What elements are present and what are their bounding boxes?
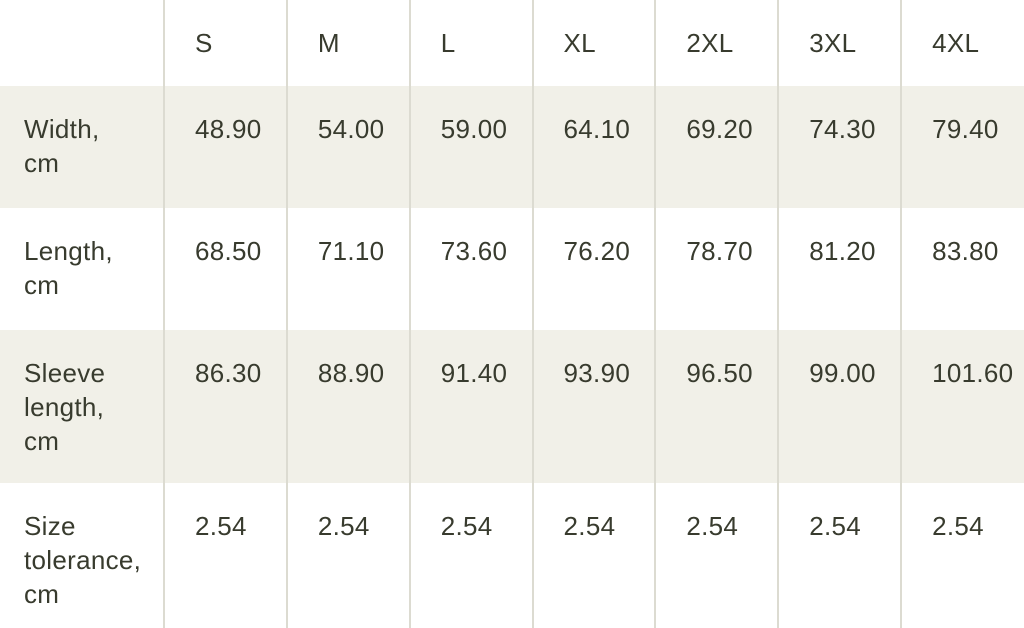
cell-width-xl: 64.10 [532, 86, 657, 208]
table-row-sleeve-length: Sleeve length, cm 86.30 88.90 91.40 93.9… [0, 330, 1024, 483]
column-header-empty [0, 0, 165, 86]
cell-width-m: 54.00 [286, 86, 411, 208]
cell-sleeve-4xl: 101.60 [901, 330, 1024, 483]
cell-width-l: 59.00 [409, 86, 534, 208]
table-row-width: Width, cm 48.90 54.00 59.00 64.10 69.20 … [0, 86, 1024, 208]
row-label-width: Width, cm [0, 86, 165, 208]
cell-length-m: 71.10 [286, 208, 411, 330]
cell-tolerance-3xl: 2.54 [778, 483, 903, 628]
column-header-xl: XL [532, 0, 657, 86]
column-header-s: S [164, 0, 288, 86]
table-row-size-tolerance: Size tolerance, cm 2.54 2.54 2.54 2.54 2… [0, 483, 1024, 628]
column-header-3xl: 3XL [778, 0, 903, 86]
cell-sleeve-l: 91.40 [409, 330, 534, 483]
column-header-4xl: 4XL [901, 0, 1024, 86]
cell-tolerance-4xl: 2.54 [901, 483, 1024, 628]
cell-length-s: 68.50 [164, 208, 288, 330]
cell-tolerance-2xl: 2.54 [655, 483, 780, 628]
column-header-m: M [286, 0, 411, 86]
cell-length-l: 73.60 [409, 208, 534, 330]
cell-sleeve-2xl: 96.50 [655, 330, 780, 483]
cell-sleeve-m: 88.90 [286, 330, 411, 483]
cell-tolerance-m: 2.54 [286, 483, 411, 628]
cell-width-2xl: 69.20 [655, 86, 780, 208]
row-label-sleeve-length: Sleeve length, cm [0, 330, 165, 483]
row-label-length: Length, cm [0, 208, 165, 330]
cell-length-3xl: 81.20 [778, 208, 903, 330]
cell-length-2xl: 78.70 [655, 208, 780, 330]
cell-tolerance-xl: 2.54 [532, 483, 657, 628]
column-header-2xl: 2XL [655, 0, 780, 86]
cell-sleeve-s: 86.30 [164, 330, 288, 483]
cell-length-4xl: 83.80 [901, 208, 1024, 330]
cell-width-4xl: 79.40 [901, 86, 1024, 208]
cell-sleeve-xl: 93.90 [532, 330, 657, 483]
size-chart-header-row: S M L XL 2XL 3XL 4XL [0, 0, 1024, 86]
column-header-l: L [409, 0, 534, 86]
cell-tolerance-l: 2.54 [409, 483, 534, 628]
cell-sleeve-3xl: 99.00 [778, 330, 903, 483]
table-row-length: Length, cm 68.50 71.10 73.60 76.20 78.70… [0, 208, 1024, 330]
row-label-size-tolerance: Size tolerance, cm [0, 483, 165, 628]
cell-length-xl: 76.20 [532, 208, 657, 330]
cell-width-s: 48.90 [164, 86, 288, 208]
cell-width-3xl: 74.30 [778, 86, 903, 208]
cell-tolerance-s: 2.54 [164, 483, 288, 628]
